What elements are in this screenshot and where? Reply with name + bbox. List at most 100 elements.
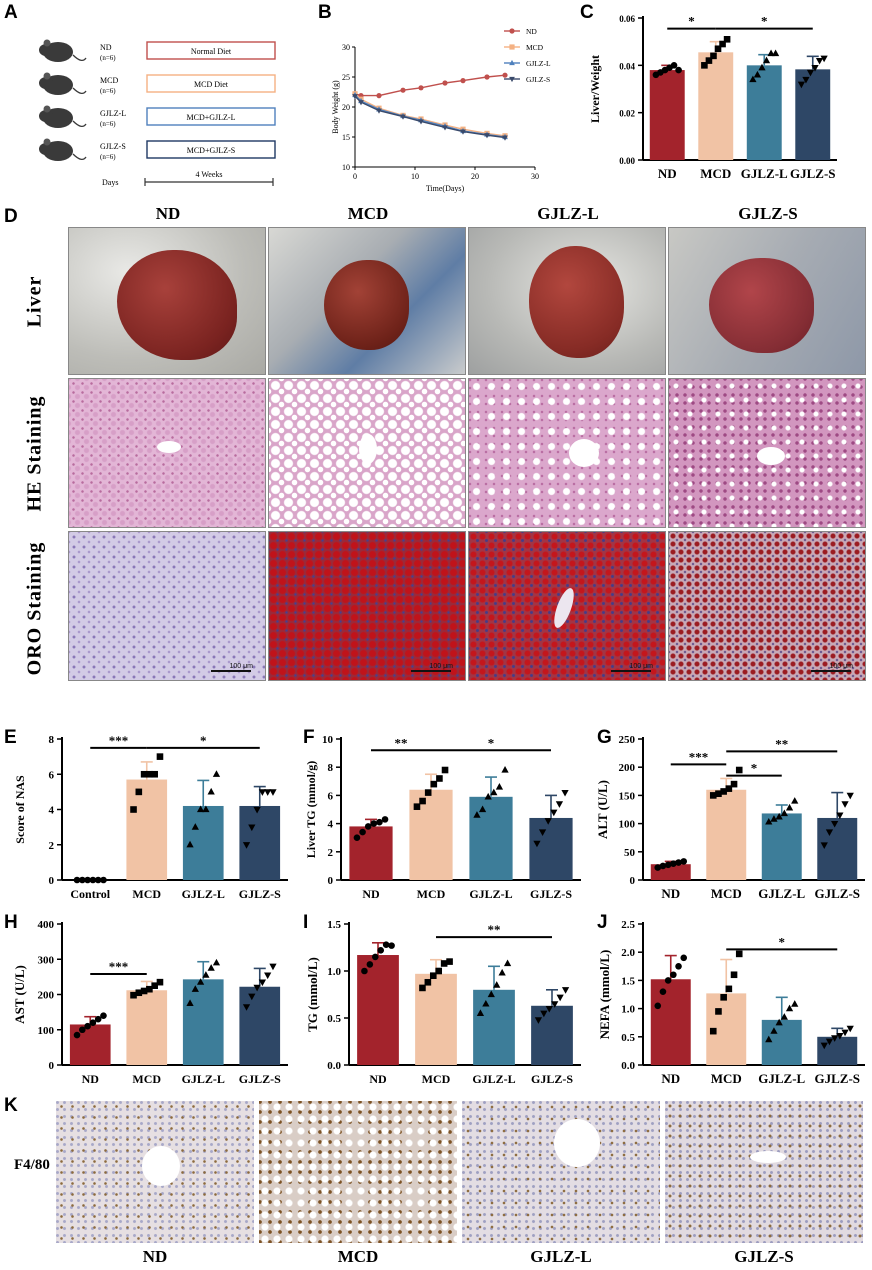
data-point bbox=[202, 805, 210, 813]
he-stain-gjlz-l bbox=[468, 378, 666, 528]
y-tick-label: 20 bbox=[342, 103, 350, 112]
group-name: GJLZ-L bbox=[100, 109, 126, 118]
data-point bbox=[765, 1035, 773, 1043]
data-point bbox=[770, 815, 778, 822]
data-point bbox=[135, 989, 143, 997]
data-point bbox=[540, 1010, 548, 1018]
data-point bbox=[484, 133, 490, 139]
data-point bbox=[846, 792, 854, 800]
y-tick-label: 0.04 bbox=[619, 61, 635, 71]
legend-label: ND bbox=[526, 27, 537, 36]
data-point bbox=[825, 829, 834, 837]
y-tick-label: 0.5 bbox=[621, 1032, 635, 1044]
alt-bar-chart: 0 50 100 150 200 250 ALT (U/L) ND MCD GJLZ-L GJLZ-… bbox=[595, 734, 865, 901]
data-point bbox=[533, 840, 541, 848]
x-tick-label: MCD bbox=[422, 1072, 451, 1086]
data-point bbox=[440, 960, 448, 967]
y-tick-label: 1.5 bbox=[621, 975, 635, 987]
oro-stain-mcd: 100 μm bbox=[268, 531, 466, 681]
data-point bbox=[366, 961, 374, 968]
data-point bbox=[555, 801, 564, 808]
data-point bbox=[100, 876, 107, 884]
liver-tg-bar-chart: 0 2 4 6 8 10 Liver TG (mmol/g) ND MCD GJLZ-L GJLZ-… bbox=[304, 734, 581, 901]
y-tick-label: 6 bbox=[49, 769, 55, 781]
x-tick-label: GJLZ-L bbox=[472, 1072, 515, 1086]
y-tick-label: 8 bbox=[49, 734, 55, 746]
data-point bbox=[770, 1027, 778, 1034]
y-tick-label: 10 bbox=[322, 734, 334, 746]
data-point bbox=[556, 994, 564, 1002]
data-point bbox=[353, 834, 361, 841]
y-tick-label: 50 bbox=[624, 847, 636, 859]
data-point bbox=[460, 129, 466, 135]
data-point bbox=[84, 876, 91, 884]
group-name: ND bbox=[100, 43, 112, 52]
x-tick-label: GJLZ-L bbox=[758, 886, 805, 901]
x-tick-label: GJLZ-S bbox=[814, 886, 860, 901]
y-tick-label: 0.02 bbox=[619, 109, 635, 119]
data-point bbox=[156, 978, 164, 986]
data-point bbox=[370, 820, 378, 827]
liver-photo-gjlz-s bbox=[668, 227, 866, 375]
data-point bbox=[495, 782, 504, 790]
data-point bbox=[534, 1017, 543, 1024]
data-point bbox=[815, 57, 824, 65]
data-point bbox=[79, 876, 86, 884]
data-point bbox=[482, 999, 490, 1007]
data-point bbox=[258, 979, 267, 987]
data-point bbox=[429, 972, 437, 979]
k-col-gjlz-l: GJLZ-L bbox=[530, 1247, 592, 1266]
data-point bbox=[802, 76, 810, 84]
y-tick-label: 0.06 bbox=[619, 14, 635, 24]
bar bbox=[529, 817, 573, 880]
data-point bbox=[749, 75, 757, 83]
data-point bbox=[659, 862, 667, 870]
data-point bbox=[100, 1012, 107, 1019]
x-tick-label: GJLZ-S bbox=[239, 1072, 281, 1086]
data-point bbox=[441, 766, 449, 774]
x-tick-label: MCD bbox=[132, 887, 161, 901]
panel-label-j: J bbox=[597, 912, 608, 933]
mouse-tail bbox=[72, 87, 87, 95]
series-line bbox=[354, 95, 506, 139]
panel-label-e: E bbox=[4, 727, 17, 748]
mouse-head bbox=[39, 143, 53, 155]
x-tick-label: GJLZ-S bbox=[814, 1071, 860, 1086]
data-point bbox=[820, 1042, 828, 1050]
significance-stars: * bbox=[751, 761, 758, 776]
group-n: (n=6) bbox=[100, 153, 116, 161]
data-point bbox=[94, 876, 102, 884]
scale-bar-label: 100 μm bbox=[429, 663, 454, 670]
bar bbox=[817, 817, 858, 880]
data-point bbox=[670, 860, 677, 867]
bar bbox=[126, 990, 168, 1065]
mouse-head bbox=[39, 44, 53, 56]
data-point bbox=[352, 94, 358, 100]
data-point bbox=[502, 135, 508, 141]
mouse-icon bbox=[39, 39, 87, 62]
ast-bar-chart: 0 100 200 300 400 AST (U/L) ND MCD GJLZ-L GJLZ-S *… bbox=[12, 919, 288, 1086]
data-point bbox=[675, 66, 682, 74]
row-header-liver: Liver bbox=[23, 275, 46, 328]
y-axis-label: AST (U/L) bbox=[12, 965, 27, 1024]
scale-bar bbox=[811, 670, 851, 672]
data-point bbox=[831, 820, 839, 828]
panel-label-i: I bbox=[303, 912, 309, 933]
significance-stars: *** bbox=[689, 749, 709, 764]
col-header-gjlz-s: GJLZ-S bbox=[738, 204, 798, 223]
data-point bbox=[730, 971, 738, 979]
x-tick-label: MCD bbox=[700, 166, 731, 181]
data-point bbox=[797, 81, 806, 89]
data-point bbox=[806, 69, 815, 77]
y-tick-label: 0.0 bbox=[327, 1060, 341, 1072]
data-point bbox=[196, 978, 205, 985]
y-tick-label: 0.5 bbox=[327, 1013, 341, 1025]
data-point bbox=[719, 40, 726, 48]
y-axis-label: Liver TG (mmol/g) bbox=[304, 761, 318, 859]
he-stain-mcd bbox=[268, 378, 466, 528]
scale-bar bbox=[611, 670, 651, 672]
data-point bbox=[714, 45, 722, 53]
group-n: (n=6) bbox=[100, 120, 116, 128]
y-tick-label: 400 bbox=[38, 919, 55, 931]
